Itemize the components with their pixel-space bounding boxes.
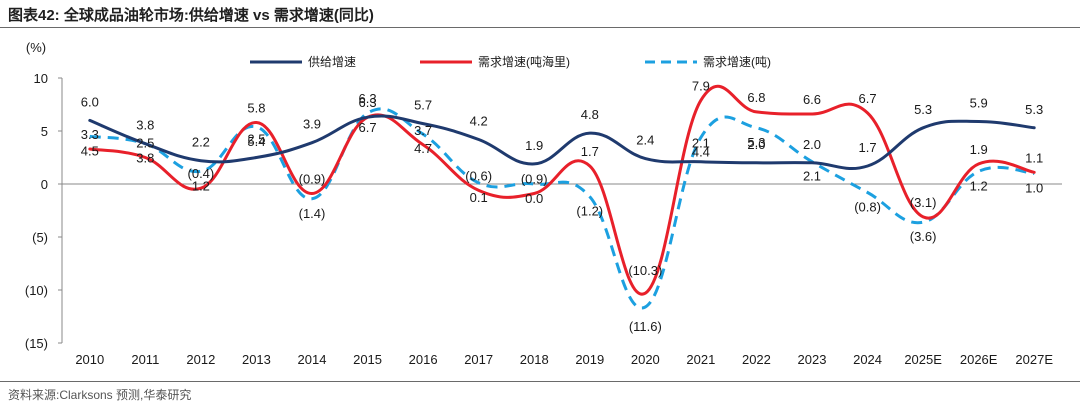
demand-tonmile-value-label: (0.9)	[521, 172, 548, 187]
x-tick-label: 2022	[742, 352, 771, 367]
supply-value-label: 2.5	[247, 132, 265, 147]
y-axis-unit: (%)	[26, 40, 46, 55]
source-divider	[0, 381, 1080, 382]
demand-tonmile-value-label: 6.3	[359, 95, 377, 110]
x-tick-label: 2018	[520, 352, 549, 367]
x-tick-label: 2011	[131, 352, 159, 367]
y-tick-label: (10)	[25, 283, 48, 298]
series-lines	[88, 84, 1036, 310]
chart-area: (%) 10 5 0 (5) (10) (15) 2010 2011 2012 2013 2014 20…	[25, 40, 1062, 367]
demand-ton-value-label: (1.4)	[299, 206, 326, 221]
supply-value-label: 2.4	[636, 133, 654, 148]
demand-ton-value-label: 6.7	[359, 120, 377, 135]
x-tick-label: 2023	[798, 352, 827, 367]
source-note: 资料来源:Clarksons 预测,华泰研究	[8, 388, 192, 402]
tick-labels: (%) 10 5 0 (5) (10) (15) 2010 2011 2012 2013 2014 20…	[25, 40, 1053, 367]
x-tick-label: 2019	[575, 352, 604, 367]
demand-tonmile-value-label: 2.5	[136, 136, 154, 151]
x-tick-label: 2024	[853, 352, 882, 367]
demand-ton-value-label: 5.3	[747, 135, 765, 150]
y-tick-label: 5	[41, 124, 48, 139]
demand-ton-value-label: 4.7	[414, 141, 432, 156]
legend-demand-ton-label: 需求增速(吨)	[703, 55, 771, 69]
demand-ton-value-label: 0.1	[470, 190, 488, 205]
x-tick-label: 2026E	[960, 352, 998, 367]
supply-value-label: 5.9	[970, 95, 988, 110]
demand-tonmile-value-label: 1.9	[970, 142, 988, 157]
demand-tonmile-value-label: (3.1)	[910, 195, 937, 210]
demand-tonmile-value-label: 5.8	[247, 101, 265, 116]
axes	[58, 77, 1062, 344]
supply-value-label: 2.2	[192, 135, 210, 150]
x-tick-label: 2013	[242, 352, 271, 367]
demand-tonmile-value-label: 6.8	[747, 90, 765, 105]
data-labels: 6.0 3.8 2.2 2.5 3.9 6.3 5.7 4.2 1.9 4.8 2.4 2.1 2.0 2…	[81, 78, 1044, 334]
x-tick-label: 2027E	[1015, 352, 1053, 367]
supply-value-label: 5.3	[1025, 102, 1043, 117]
demand-tonmile-value-label: 1.1	[1025, 150, 1043, 165]
demand-tonmile-value-label: (0.9)	[299, 172, 326, 187]
demand-tonmile-value-label: 7.9	[692, 78, 710, 93]
x-tick-label: 2020	[631, 352, 660, 367]
x-tick-label: 2021	[686, 352, 715, 367]
demand-ton-value-label: 0.0	[525, 191, 543, 206]
supply-value-label: 5.7	[414, 98, 432, 113]
supply-value-label: 4.2	[470, 113, 488, 128]
demand-tonmile-value-label: (0.6)	[465, 168, 492, 183]
demand-ton-value-label: 2.1	[803, 169, 821, 184]
demand-ton-value-label: 1.2	[192, 178, 210, 193]
supply-value-label: 3.9	[303, 117, 321, 132]
supply-value-label: 6.3	[359, 91, 377, 106]
legend: 供给增速 需求增速(吨海里) 需求增速(吨)	[250, 54, 771, 69]
demand-tonmile-value-label: 1.7	[581, 144, 599, 159]
demand-ton-value-label: 1.2	[970, 178, 988, 193]
demand-tonmile-value-label: (10.3)	[628, 263, 662, 278]
supply-growth-line	[88, 114, 1036, 171]
demand-tonmile-line	[88, 84, 1036, 296]
demand-tonmile-value-label: 6.6	[803, 92, 821, 107]
x-tick-label: 2017	[464, 352, 493, 367]
demand-tonmile-value-label: (0.4)	[188, 166, 215, 181]
supply-value-label: 2.0	[747, 137, 765, 152]
y-tick-label: 10	[34, 71, 48, 86]
supply-value-label: 1.7	[859, 140, 877, 155]
demand-ton-value-label: 3.8	[136, 151, 154, 166]
demand-ton-value-label: 4.5	[81, 143, 99, 158]
x-tick-label: 2012	[186, 352, 215, 367]
supply-value-label: 5.3	[914, 102, 932, 117]
legend-demand-tonmile-label: 需求增速(吨海里)	[478, 54, 570, 69]
y-tick-label: (5)	[32, 230, 48, 245]
demand-ton-value-label: (1.2)	[576, 204, 603, 219]
supply-value-label: 2.1	[692, 136, 710, 151]
y-tick-label: 0	[41, 177, 48, 192]
demand-ton-value-label: 1.0	[1025, 180, 1043, 195]
x-tick-label: 2010	[75, 352, 104, 367]
demand-tonmile-value-label: 6.7	[859, 91, 877, 106]
title-divider	[0, 27, 1080, 28]
supply-value-label: 3.8	[136, 118, 154, 133]
demand-ton-value-label: 5.4	[247, 134, 265, 149]
demand-ton-value-label: (3.6)	[910, 229, 937, 244]
supply-value-label: 4.8	[581, 107, 599, 122]
supply-value-label: 1.9	[525, 138, 543, 153]
demand-ton-value-label: (11.6)	[629, 319, 662, 334]
x-tick-label: 2025E	[904, 352, 942, 367]
demand-ton-line	[89, 107, 1035, 310]
demand-tonmile-value-label: 3.7	[414, 123, 432, 138]
demand-ton-value-label: (0.8)	[854, 199, 881, 214]
demand-ton-value-label: 4.4	[692, 144, 710, 159]
x-tick-label: 2014	[298, 352, 327, 367]
figure-title: 图表42: 全球成品油轮市场:供给增速 vs 需求增速(同比)	[8, 7, 374, 24]
y-tick-label: (15)	[25, 336, 48, 351]
x-tick-label: 2015	[353, 352, 382, 367]
supply-value-label: 2.0	[803, 137, 821, 152]
legend-supply-label: 供给增速	[308, 55, 356, 69]
demand-tonmile-value-label: 3.3	[81, 127, 99, 142]
x-tick-label: 2016	[409, 352, 438, 367]
supply-value-label: 6.0	[81, 94, 99, 109]
